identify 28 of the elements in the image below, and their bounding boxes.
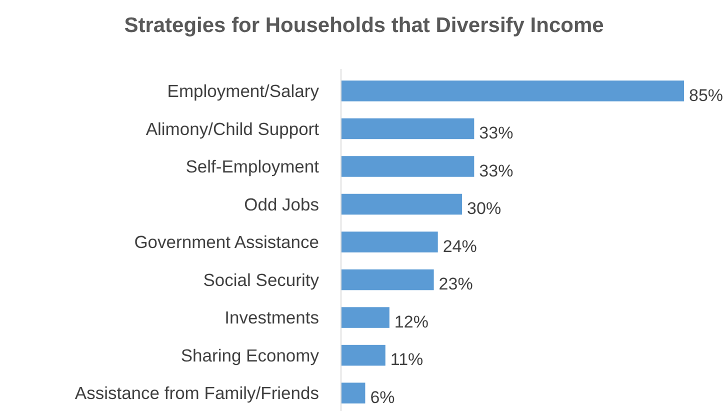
bar [341,156,474,177]
bar [341,118,474,140]
y-tick-label: Alimony/Child Support [146,118,320,139]
bar [341,194,462,215]
y-tick-label: Odd Jobs [244,194,320,214]
bar [341,307,390,328]
data-label: 33% [479,124,514,143]
data-label: 30% [467,199,502,218]
y-tick-label: Investments [224,308,320,328]
data-label: 23% [438,274,473,294]
y-tick-label: Assistance from Family/Friends [74,383,320,404]
y-tick-label: Sharing Economy [180,345,320,366]
y-tick-label: Employment/Salary [167,81,320,102]
data-label: 12% [394,312,428,332]
y-tick-label: Self-Employment [186,156,320,177]
data-label: 24% [442,236,477,256]
bar [341,382,366,404]
bar [341,269,434,290]
y-tick-label: Social Security [203,270,320,290]
y-tick-label: Government Assistance [134,232,319,252]
bar [341,232,438,252]
data-label: 6% [370,388,395,408]
bar [341,344,386,366]
data-label: 85% [689,86,724,105]
bar [341,80,684,102]
data-label: 11% [390,350,424,370]
data-label: 33% [479,161,514,180]
chart-title: Strategies for Households that Diversify Income [124,14,604,37]
